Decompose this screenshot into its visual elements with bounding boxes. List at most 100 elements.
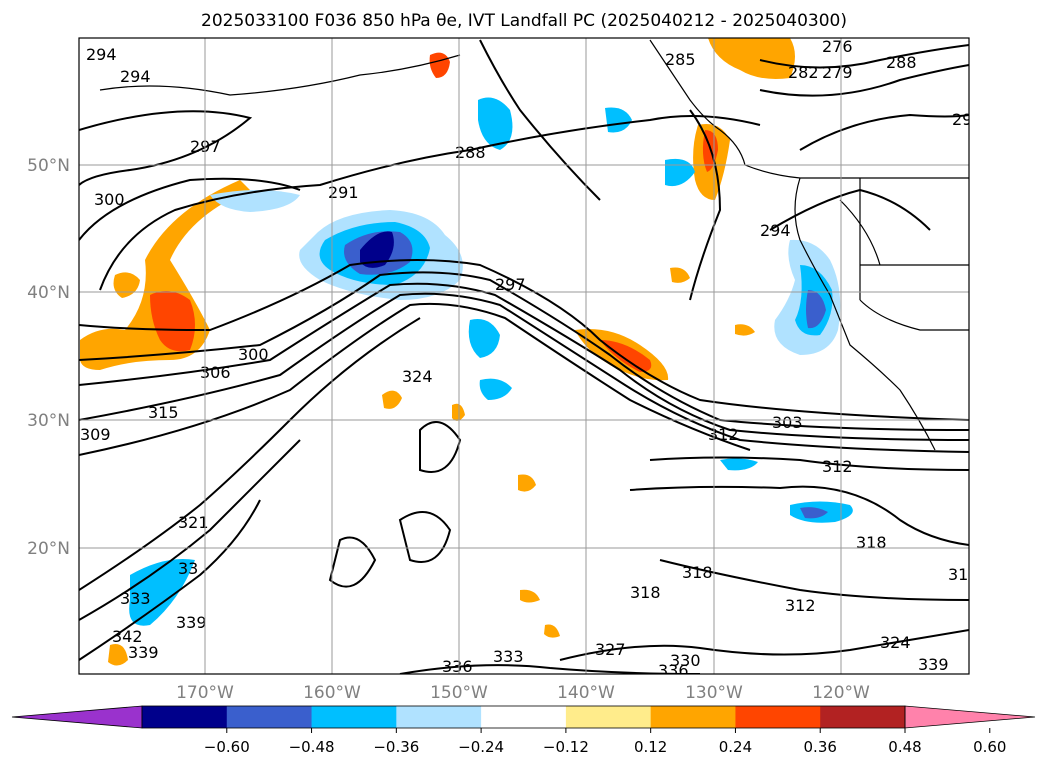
ivt-negative-region [360,231,394,268]
gridlines [79,38,969,674]
ivt-negative-region [468,319,500,358]
contour-line [79,439,301,621]
contour-line [649,456,969,471]
coastline [99,54,461,96]
ivt-positive-region [600,340,652,372]
ivt-negative-region [806,290,826,329]
lon-tick-label: 130°W [685,683,743,703]
contour-label: 288 [886,53,917,72]
latitude-labels: 50°N 40°N 30°N 20°N [27,156,70,559]
contour-label: 312 [785,596,816,615]
map-panel: 294 294 297 300 291 288 285 276 282 279 … [78,37,972,675]
contour-label: 294 [760,221,791,240]
contour-label: 297 [495,275,526,294]
contour-line [79,317,421,591]
contour-label: 285 [665,50,696,69]
contour-label: 339 [128,643,159,662]
contour-line [328,536,377,588]
contour-label: 312 [822,457,853,476]
contour-line [659,559,969,601]
contour-label: 288 [455,143,486,162]
ivt-positive-region [670,267,690,283]
colorbar-segment [226,706,313,728]
contour-line [79,499,261,661]
contour-label: 29 [952,110,972,129]
lat-tick-label: 50°N [27,156,70,176]
contour-label: 315 [148,403,179,422]
contour-line [419,421,462,473]
contour-label: 33 [178,559,198,578]
ivt-positive-region [108,644,128,666]
contour-label: 279 [822,63,853,82]
contour-label: 327 [595,640,626,659]
colorbar-extend-high [904,705,1036,729]
contour-label: 300 [94,190,125,209]
colorbar-segment [650,706,736,728]
contour-line [79,292,969,453]
colorbar-segment [142,706,228,728]
contour-line [79,271,969,431]
ivt-positive-region [735,324,755,336]
lat-tick-label: 40°N [27,283,70,303]
contour-line [99,115,761,291]
figure-title: 2025033100 F036 850 hPa θe, IVT Landfall… [201,11,847,31]
ivt-positive-region [544,624,560,638]
contour-line [479,39,601,201]
contour-line [79,177,301,241]
contour-label: 306 [200,363,231,382]
lon-tick-label: 140°W [557,683,615,703]
colorbar: −0.60 −0.48 −0.36 −0.24 −0.12 0.12 0.24 0.36 0.4… [11,705,1036,756]
colorbar-tick-label: −0.12 [543,738,589,756]
contour-label: 294 [120,67,151,86]
contour-label: 309 [80,425,111,444]
contour-line [79,302,751,456]
map-background [79,38,969,674]
colorbar-segment [396,706,482,728]
ivt-negative-region [479,378,512,400]
colorbar-tick-label: 0.24 [719,738,752,756]
colorbar-tick-label: 0.12 [634,738,667,756]
contour-line [79,282,969,441]
colorbar-tick-label: −0.36 [373,738,419,756]
contour-label: 333 [120,589,151,608]
state-border [859,299,969,331]
contour-label: 318 [630,583,661,602]
ivt-positive-region [520,589,540,603]
contour-line [689,109,722,301]
theta-e-contours [79,39,969,674]
contour-label: 318 [682,563,713,582]
ivt-negative-region [665,158,695,187]
contour-label: 324 [880,633,911,652]
colorbar-segment [820,706,906,728]
contour-label: 342 [112,627,143,646]
ivt-negative-region [605,107,632,133]
contour-labels: 294 294 297 300 291 288 285 276 282 279 … [80,38,972,674]
contour-label: 294 [86,45,117,64]
colorbar-segment [565,706,652,728]
ivt-positive-region [150,291,195,352]
lon-tick-label: 150°W [430,683,488,703]
contour-label: 333 [493,647,524,666]
lat-tick-label: 30°N [27,411,70,431]
lon-tick-label: 160°W [303,683,361,703]
contour-line [559,629,969,661]
contour-label: 318 [856,533,887,552]
colorbar-segment [481,706,567,728]
contour-label: 282 [788,63,819,82]
contour-label: 31 [948,565,968,584]
colorbar-tick-label: −0.24 [458,738,504,756]
contour-label: 324 [402,367,433,386]
contour-line [79,110,253,186]
colorbar-tick-label: −0.48 [289,738,335,756]
colorbar-tick-label: 0.48 [888,738,921,756]
colorbar-tick-label: 0.60 [973,738,1006,756]
map-frame [78,37,970,675]
lon-tick-label: 170°W [176,683,234,703]
colorbar-outline [141,705,906,729]
contour-label: 300 [238,345,269,364]
longitude-labels: 170°W 160°W 150°W 140°W 130°W 120°W [176,683,870,703]
coastline [649,39,801,179]
contour-line [799,113,969,151]
contour-label: 291 [328,183,359,202]
